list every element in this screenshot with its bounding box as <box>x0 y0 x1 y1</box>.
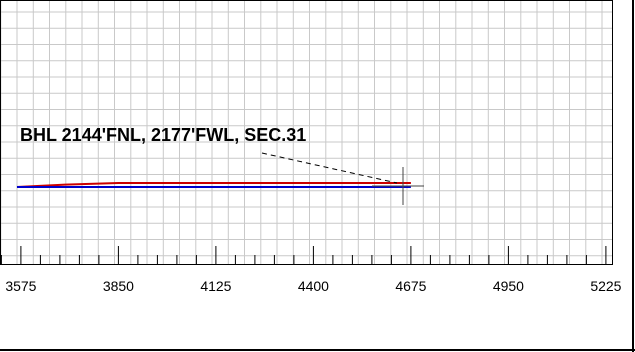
tick-label-4125: 4125 <box>200 278 231 294</box>
plot-border <box>0 0 613 265</box>
x-axis-ticks <box>0 246 607 264</box>
tick-label-4950: 4950 <box>493 278 524 294</box>
well-paths <box>16 182 411 188</box>
planned-path-line <box>16 182 411 188</box>
tick-label-3850: 3850 <box>103 278 134 294</box>
tick-label-3575: 3575 <box>5 278 36 294</box>
tick-label-5225: 5225 <box>590 278 621 294</box>
x-axis-tick-labels: 3575 3850 4125 4400 4675 4950 5225 <box>5 278 621 294</box>
bhl-annotation: BHL 2144'FNL, 2177'FWL, SEC.31 <box>20 125 306 145</box>
annotation-leader-line <box>261 152 398 184</box>
grid-lines <box>0 0 612 264</box>
tick-label-4400: 4400 <box>298 278 329 294</box>
tick-label-4675: 4675 <box>395 278 426 294</box>
